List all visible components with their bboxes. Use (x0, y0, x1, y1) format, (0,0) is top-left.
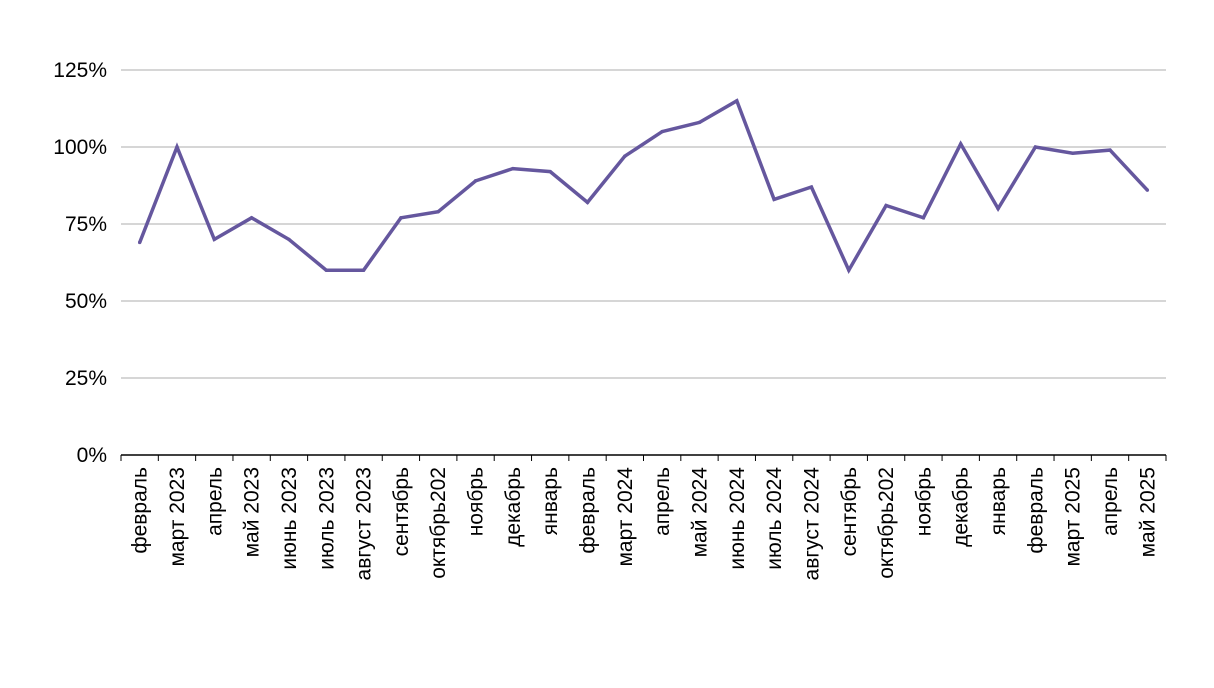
data-point (1033, 145, 1038, 149)
data-point (324, 268, 328, 272)
x-axis: февраль март 2023 апрель май 2023 июнь 2023 и… (120, 454, 1167, 581)
data-point (996, 206, 1000, 211)
data-point (1070, 151, 1075, 155)
x-tick-label: ноябрь (465, 467, 488, 536)
x-tick-label: июнь 2024 (726, 467, 749, 570)
data-point (1108, 148, 1112, 152)
data-point (137, 240, 142, 245)
x-tick-label: апрель (651, 467, 674, 536)
x-tick-label: май 2023 (241, 467, 264, 557)
data-point (847, 268, 851, 272)
data-point (287, 237, 291, 242)
data-point (809, 185, 814, 189)
data-point (623, 154, 627, 158)
y-tick-label: 0% (77, 444, 107, 467)
data-point (585, 200, 590, 205)
x-tick-label: октябрь202 (427, 467, 450, 579)
x-tick-label: январь (987, 467, 1010, 535)
data-point (735, 99, 739, 103)
x-tick-label: июнь 2023 (278, 467, 301, 570)
x-tick-label: август 2023 (353, 467, 376, 580)
data-point (921, 216, 926, 220)
x-tick-label: декабрь (950, 467, 973, 547)
x-tick-label: сентябрь (838, 467, 861, 556)
x-tick-label: март 2025 (1062, 467, 1085, 567)
plot-area (137, 98, 1150, 275)
x-tick-label: октябрь202 (875, 467, 898, 579)
data-point (399, 216, 403, 220)
x-tick-label: май 2025 (1136, 467, 1159, 557)
x-tick-label: март 2024 (614, 467, 637, 567)
y-tick-label: 50% (65, 290, 107, 313)
data-point (361, 268, 366, 272)
x-tick-label: январь (539, 467, 562, 535)
x-tick-label: июль 2023 (315, 467, 338, 570)
x-tick-label: март 2023 (166, 467, 189, 567)
x-tick-label: апрель (1099, 467, 1122, 536)
data-point (436, 209, 440, 214)
y-tick-label: 25% (65, 367, 107, 390)
data-point (697, 120, 702, 125)
x-tick-label: август 2024 (800, 467, 823, 581)
series-line-0 (138, 98, 1149, 275)
data-point (548, 169, 552, 174)
x-tick-label: сентябрь (390, 467, 413, 556)
data-point (249, 216, 254, 220)
y-tick-label: 125% (53, 59, 107, 82)
x-tick-label: февраль (1024, 467, 1047, 554)
data-point (884, 203, 888, 208)
x-tick-label: май 2024 (688, 467, 711, 558)
data-point (772, 197, 776, 202)
x-tick-label: декабрь (502, 467, 525, 547)
y-tick-label: 75% (65, 213, 107, 236)
data-point (660, 129, 664, 134)
data-point (1145, 188, 1150, 192)
x-tick-label: февраль (129, 467, 152, 554)
data-point (212, 237, 217, 242)
y-axis: 0% 25% 50% 75% 100% 125% (53, 59, 107, 467)
y-tick-label: 100% (53, 136, 107, 159)
gridlines (121, 69, 1166, 379)
x-tick-label: апрель (203, 467, 226, 536)
x-tick-label: ноябрь (912, 467, 935, 536)
data-point (959, 142, 963, 146)
data-point (473, 179, 478, 183)
x-tick-label: февраль (577, 467, 600, 554)
x-tick-label: июль 2024 (763, 467, 786, 570)
data-point (511, 166, 515, 171)
data-point (175, 145, 179, 149)
